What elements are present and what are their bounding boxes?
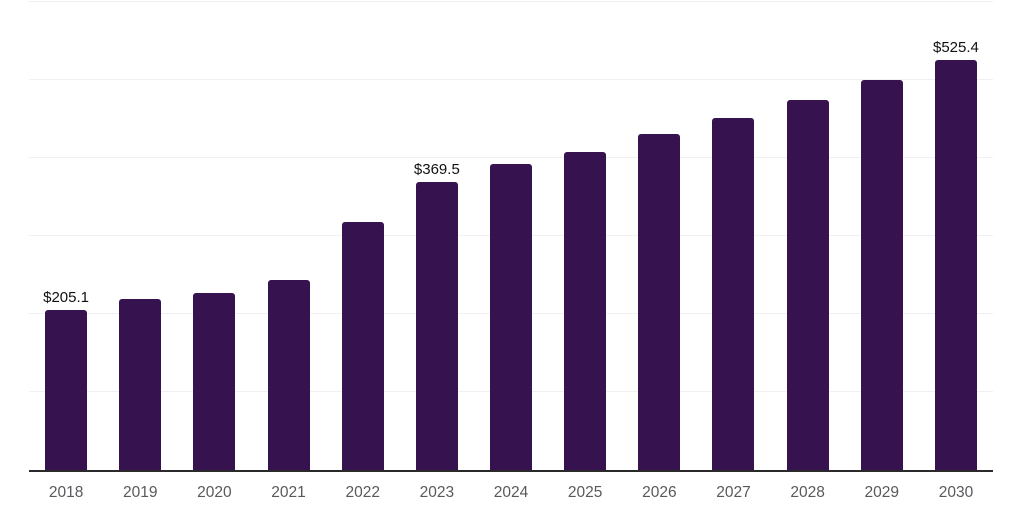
x-tick-label-2022: 2022 [345,484,380,501]
bar-slot-2022 [326,2,400,470]
x-tick-label-2030: 2030 [938,484,974,501]
bar-value-label-2030: $525.4 [933,39,979,57]
bar-2027 [712,117,755,470]
bar-slot-2030: $525.4 [919,2,993,470]
bars-container: $205.1 $369.5 $525.4 [29,2,993,470]
bar-slot-2021 [251,2,325,470]
bar-2028 [786,100,829,470]
bar-2024 [490,164,533,470]
bar-slot-2027 [696,2,770,470]
bar-2030 [934,60,977,470]
bar-slot-2024 [474,2,548,470]
gridline [29,79,993,80]
x-tick-label-2025: 2025 [567,484,603,501]
x-tick-label-2024: 2024 [493,484,529,501]
bar-2020 [193,293,236,470]
bar-slot-2023: $369.5 [400,2,474,470]
gridline [29,1,993,2]
x-tick-label-2018: 2018 [48,484,84,501]
bar-slot-2026 [622,2,696,470]
bar-2025 [564,151,607,470]
x-tick-label-2021: 2021 [271,484,306,501]
bar-slot-2028 [771,2,845,470]
bar-2021 [267,279,310,470]
bar-2029 [860,80,903,470]
plot-area: $205.1 $369.5 $525.4 [29,1,993,470]
bar-slot-2020 [177,2,251,470]
x-axis-line [29,470,993,472]
bar-slot-2019 [103,2,177,470]
x-axis-labels: 2018 2019 2020 2021 2022 2023 2024 2025 2026 2027… [29,484,993,502]
bar-value-label-2018: $205.1 [43,289,90,307]
x-tick-label-2023: 2023 [419,484,455,501]
gridline [29,157,993,159]
bar-slot-2018: $205.1 [29,2,103,470]
bar-slot-2025 [548,2,622,470]
bar-value-label-2023: $369.5 [413,160,460,178]
x-tick-label-2019: 2019 [122,484,158,501]
x-tick-label-2026: 2026 [642,484,677,501]
bar-2022 [341,222,384,470]
x-tick-label-2028: 2028 [790,484,825,501]
x-tick-label-2020: 2020 [197,484,232,501]
bar-2019 [119,299,162,470]
x-tick-label-2027: 2027 [716,484,751,501]
bar-2026 [638,133,681,470]
bar-2023 [415,181,458,470]
bar-slot-2029 [845,2,919,470]
bar-2018 [45,310,88,470]
x-tick-label-2029: 2029 [864,484,900,501]
